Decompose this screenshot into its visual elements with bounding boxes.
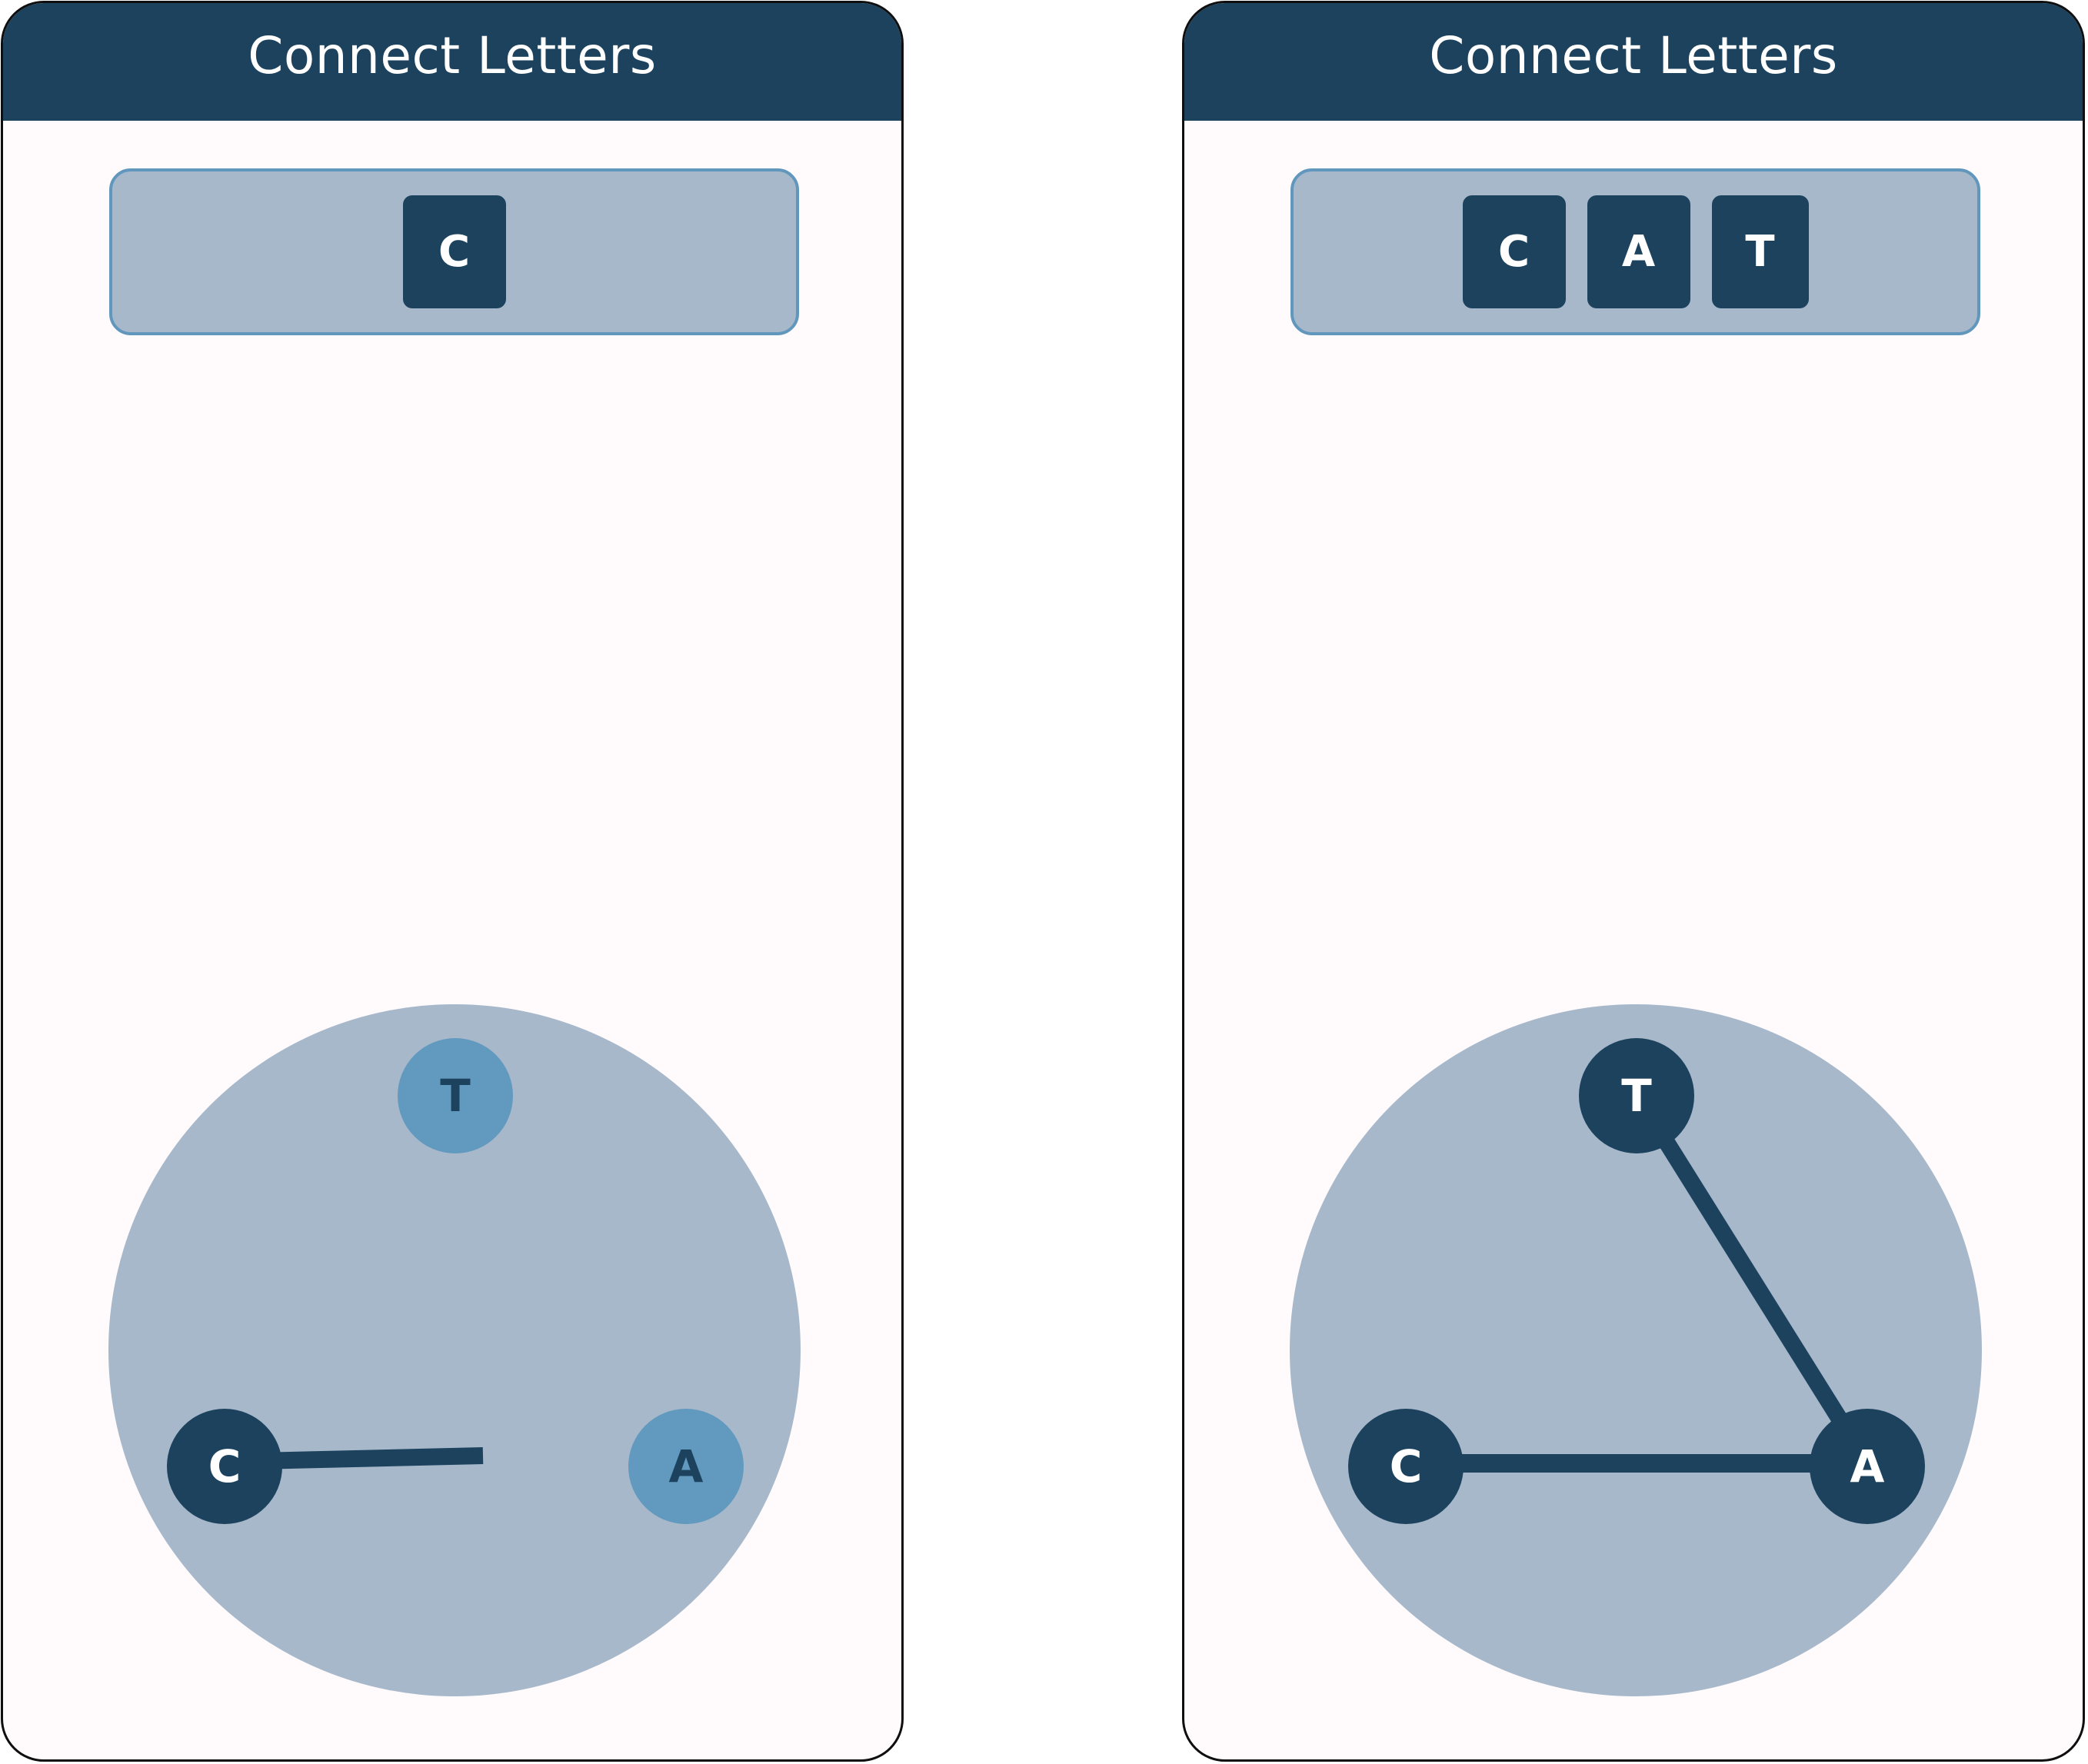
game-screen-2: Connect Letters C A T T C A [1182, 1, 2085, 1762]
game-title: Connect Letters [1429, 26, 1838, 85]
letter-node-c[interactable]: C [167, 1409, 282, 1524]
letter-tile-c: C [1462, 195, 1566, 308]
game-screen-1: Connect Letters C T C A [1, 1, 904, 1762]
letter-tile-t: T [1711, 195, 1809, 308]
letter-node-a[interactable]: A [1810, 1409, 1925, 1524]
connection-lines [1406, 1090, 1875, 1473]
word-display: C A T [1290, 168, 1980, 335]
game-title: Connect Letters [248, 26, 657, 85]
letter-node-c[interactable]: C [1348, 1409, 1464, 1524]
letter-node-t[interactable]: T [398, 1038, 513, 1153]
header-bar: Connect Letters [1184, 3, 2083, 121]
letter-wheel[interactable]: T C A [1290, 1004, 1982, 1696]
link-t-a [1629, 1090, 1875, 1468]
letter-tile-c: C [402, 195, 506, 308]
header-bar: Connect Letters [3, 3, 901, 121]
letter-node-t[interactable]: T [1579, 1038, 1694, 1153]
letter-node-a[interactable]: A [628, 1409, 744, 1524]
letter-tile-a: A [1587, 195, 1690, 308]
letter-wheel[interactable]: T C A [108, 1004, 801, 1696]
word-display: C [109, 168, 799, 335]
